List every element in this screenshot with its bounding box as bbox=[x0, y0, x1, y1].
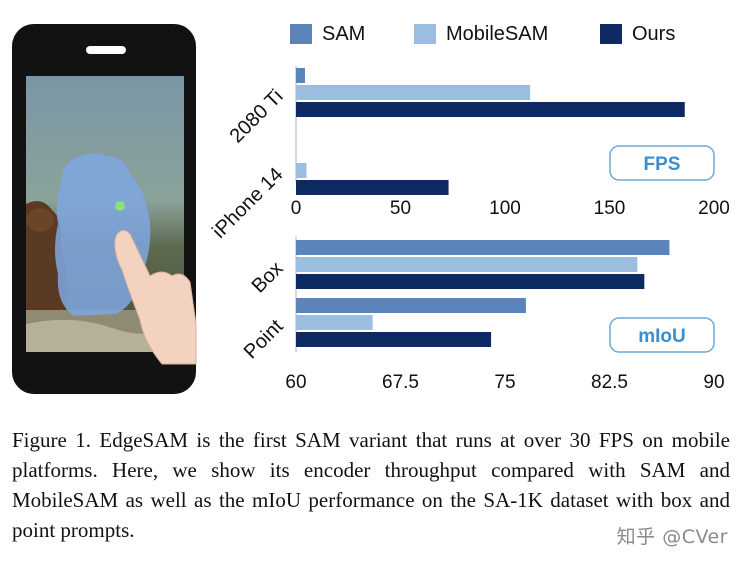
x-tick-label: 82.5 bbox=[591, 372, 628, 393]
bar-fps-iphone-14-ours bbox=[296, 180, 449, 195]
x-tick-label: 90 bbox=[703, 372, 724, 393]
metric-label: mIoU bbox=[638, 326, 686, 347]
hand bbox=[114, 230, 197, 365]
category-label: iPhone 14 bbox=[208, 163, 287, 242]
bar-miou-box-mobilesam bbox=[296, 257, 638, 272]
x-tick-label: 75 bbox=[494, 372, 515, 393]
bar-fps-2080-ti-sam bbox=[296, 68, 305, 83]
legend-label-mobilesam: MobileSAM bbox=[446, 22, 549, 45]
category-label: Box bbox=[248, 257, 288, 297]
bar-miou-point-ours bbox=[296, 332, 492, 347]
legend-item-mobilesam: MobileSAM bbox=[414, 18, 548, 50]
bar-fps-iphone-14-mobilesam bbox=[296, 163, 307, 178]
legend-label-ours: Ours bbox=[632, 22, 676, 45]
bar-fps-2080-ti-ours bbox=[296, 102, 685, 117]
caption-text: Figure 1. EdgeSAM is the first SAM varia… bbox=[12, 428, 730, 542]
legend: SAM MobileSAM Ours bbox=[290, 18, 730, 50]
phone-graphic bbox=[12, 24, 197, 394]
bar-miou-box-sam bbox=[296, 240, 670, 255]
x-tick-label: 100 bbox=[489, 198, 521, 219]
legend-item-sam: SAM bbox=[290, 18, 365, 50]
legend-label-sam: SAM bbox=[322, 22, 366, 45]
metric-box bbox=[609, 145, 715, 181]
x-tick-label: 200 bbox=[698, 198, 730, 219]
legend-swatch-ours bbox=[600, 24, 622, 44]
metric-label: FPS bbox=[644, 154, 681, 175]
category-label: 2080 Ti bbox=[226, 85, 288, 147]
x-tick-label: 60 bbox=[285, 372, 306, 393]
category-label: Point bbox=[240, 315, 288, 363]
x-tick-label: 67.5 bbox=[382, 372, 419, 393]
x-tick-label: 50 bbox=[390, 198, 411, 219]
watermark: 知乎 @CVer bbox=[616, 526, 728, 548]
bar-miou-box-ours bbox=[296, 274, 645, 289]
legend-item-ours: Ours bbox=[600, 18, 675, 50]
phone-illustration bbox=[12, 24, 198, 396]
bar-fps-2080-ti-mobilesam bbox=[296, 85, 531, 100]
bar-miou-point-sam bbox=[296, 298, 526, 313]
legend-swatch-mobilesam bbox=[414, 24, 436, 44]
x-tick-label: 0 bbox=[291, 198, 302, 219]
bar-miou-point-mobilesam bbox=[296, 315, 373, 330]
x-tick-label: 150 bbox=[594, 198, 626, 219]
legend-swatch-sam bbox=[290, 24, 312, 44]
prompt-point bbox=[115, 201, 125, 211]
figure-caption: Figure 1. EdgeSAM is the first SAM varia… bbox=[12, 425, 730, 545]
phone-speaker bbox=[86, 46, 126, 54]
bar-charts: 2080 Ti iPhone 14 0 50 100 150 200 FPS Box Point 6… bbox=[208, 66, 730, 393]
metric-box bbox=[609, 317, 715, 353]
